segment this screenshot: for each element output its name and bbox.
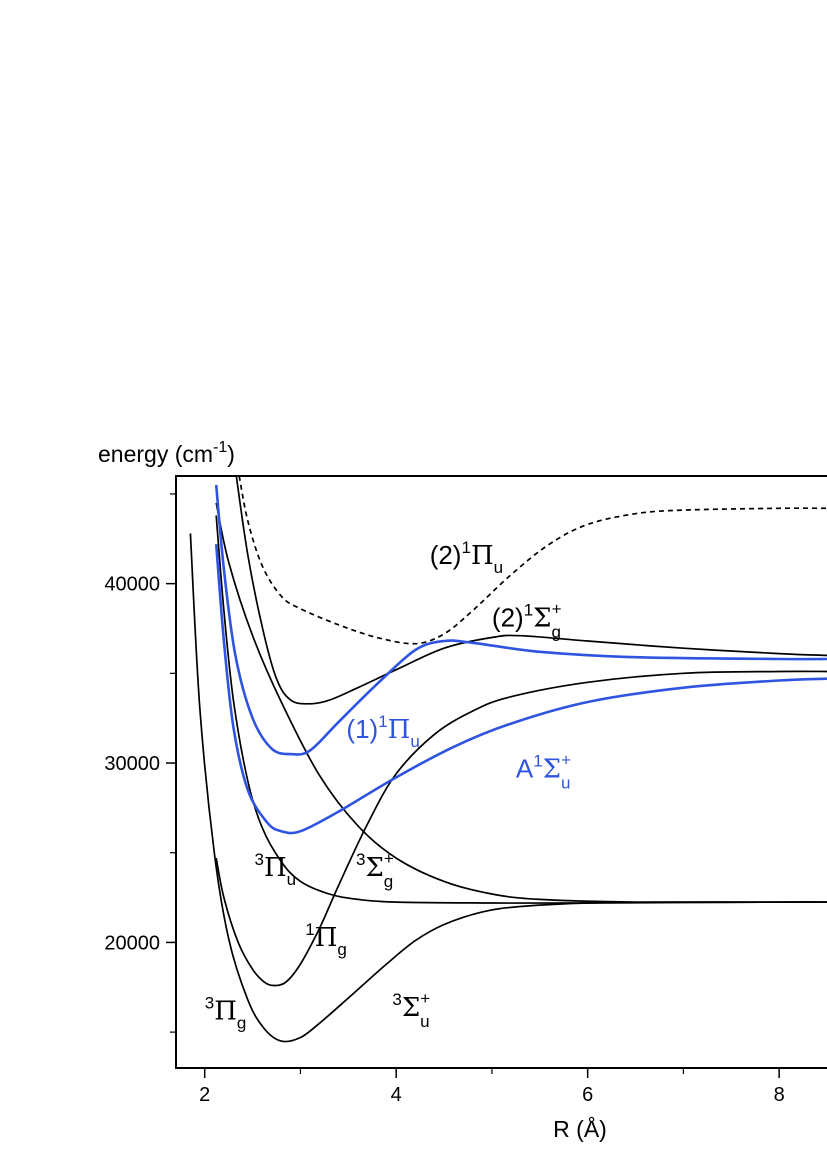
state-label-multiplicity: 3 — [392, 990, 401, 1009]
state-label-parity: u — [561, 773, 570, 792]
state-label-parity: u — [420, 1012, 429, 1031]
state-label-3Sgp: 3Σ+ g — [356, 849, 394, 891]
y-tick-label: 30000 — [104, 753, 160, 775]
state-label-reflection: + — [552, 600, 562, 619]
x-tick-label: 2 — [199, 1084, 210, 1106]
state-label-3Sup: 3Σ+ u — [392, 989, 430, 1031]
chart-axes: 2 4 6 8 20000 30000 40000 — [104, 475, 827, 1106]
state-label-multiplicity: 1 — [524, 601, 533, 620]
state-label-1Pg: 1Πg — [305, 920, 347, 959]
state-label-parity: g — [552, 623, 561, 642]
state-label-parity: g — [384, 872, 393, 891]
curve-1_1Pu — [214, 484, 827, 756]
state-label-prefix: A — [516, 753, 534, 783]
state-label-symbol: Σ — [365, 853, 383, 883]
state-label-reflection: + — [561, 750, 571, 769]
state-label-prefix: (2) — [430, 540, 462, 570]
state-label-A1Sup: A1Σ+ u — [516, 750, 571, 792]
curve-2_1Sgp — [235, 476, 827, 705]
state-label-symbol: Π — [315, 923, 338, 953]
curve-3Sgp — [215, 502, 827, 904]
state-label-parity: g — [337, 940, 346, 959]
state-label-1_1Pu: (1)1Πu — [346, 712, 419, 751]
state-label-reflection: + — [384, 849, 394, 868]
state-label-multiplicity: 3 — [356, 850, 365, 869]
state-label-multiplicity: 1 — [533, 751, 542, 770]
x-tick-label: 6 — [582, 1084, 593, 1106]
state-label-symbol: Σ — [402, 993, 420, 1023]
curve-1Pg — [215, 670, 827, 987]
state-label-prefix: (2) — [492, 603, 524, 633]
state-label-parity: u — [287, 870, 296, 889]
x-tick-label: 8 — [774, 1084, 785, 1106]
state-label-parity: u — [494, 558, 503, 577]
state-label-3Pu: 3Πu — [255, 850, 297, 889]
curve-2_1Pu — [238, 476, 827, 645]
state-label-multiplicity: 1 — [461, 538, 470, 557]
state-label-symbol: Π — [388, 715, 411, 745]
y-axis-title: energy (cm-1) — [98, 439, 235, 467]
curve-3Pu — [215, 515, 827, 904]
state-label-multiplicity: 1 — [378, 712, 387, 731]
y-axis-title-text: energy (cm — [98, 441, 213, 467]
state-label-symbol: Π — [264, 853, 287, 883]
y-axis-title-exponent: -1 — [213, 439, 227, 456]
state-label-3Pg: 3Πg — [205, 994, 247, 1033]
state-label-2_1Pu: (2)1Πu — [430, 538, 503, 577]
x-tick-label: 4 — [391, 1084, 402, 1106]
state-label-symbol: Π — [471, 541, 494, 571]
state-label-prefix: (1) — [346, 714, 378, 744]
state-label-symbol: Σ — [543, 754, 561, 784]
curve-A1Sup — [214, 544, 827, 835]
state-label-multiplicity: 3 — [255, 850, 264, 869]
state-label-multiplicity: 1 — [305, 920, 314, 939]
state-label-reflection: + — [420, 989, 430, 1008]
state-label-parity: g — [237, 1014, 246, 1033]
plot-frame — [175, 475, 827, 1069]
chart-curves — [189, 476, 827, 1043]
state-label-parity: u — [410, 732, 419, 751]
x-axis-title: R (Å) — [553, 1115, 607, 1142]
state-label-multiplicity: 3 — [205, 994, 214, 1013]
state-label-symbol: Σ — [533, 604, 551, 634]
y-tick-label: 40000 — [104, 574, 160, 596]
y-tick-label: 20000 — [104, 932, 160, 954]
state-label-symbol: Π — [214, 997, 237, 1027]
state-label-2_1Sgp: (2)1Σ+ g — [492, 600, 562, 642]
y-axis-title-close: ) — [227, 441, 235, 467]
